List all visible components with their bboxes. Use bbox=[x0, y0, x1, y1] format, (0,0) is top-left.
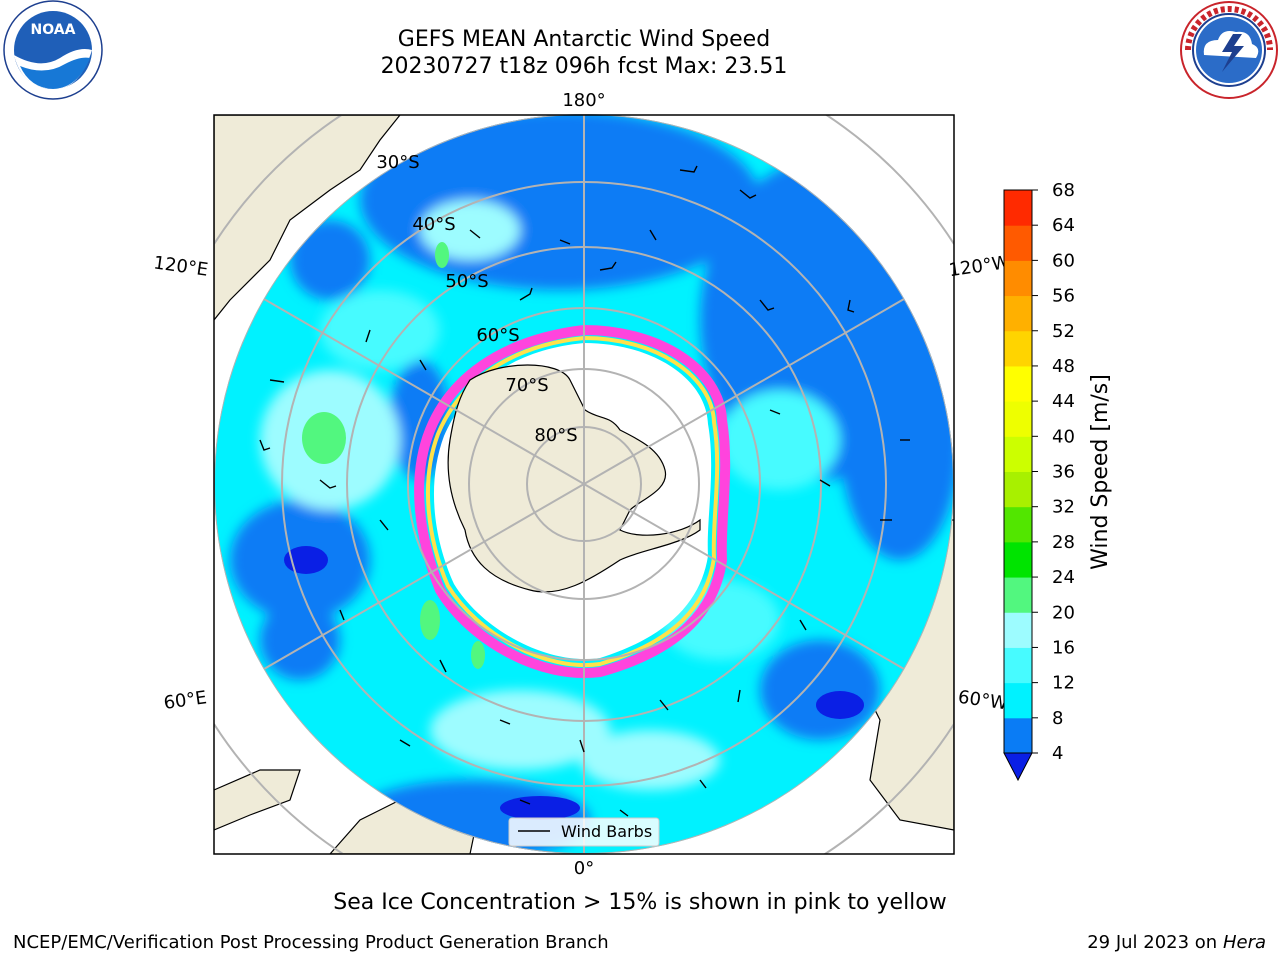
lat-label-70s: 70°S bbox=[505, 375, 548, 396]
colorbar-tick-label: 44 bbox=[1052, 391, 1075, 412]
colorbar-tick-label: 60 bbox=[1052, 250, 1075, 271]
lon-label-0: 0° bbox=[574, 858, 594, 879]
colorbar-segment bbox=[1004, 647, 1032, 684]
colorbar-segment bbox=[1004, 612, 1032, 648]
wind-barbs bbox=[259, 165, 910, 817]
colorbar-segment bbox=[1004, 682, 1032, 719]
forecast-subtitle: 20230727 t18z 096h fcst Max: 23.51 bbox=[380, 54, 788, 79]
colorbar-tick-label: 52 bbox=[1052, 321, 1075, 342]
lon-label-60e: 60°E bbox=[162, 687, 208, 714]
nws-logo bbox=[1180, 1, 1278, 99]
colorbar-segment bbox=[1004, 225, 1032, 261]
colorbar-tick-label: 16 bbox=[1052, 637, 1075, 658]
lon-label-120e: 120°E bbox=[152, 252, 209, 280]
colorbar-tick-label: 12 bbox=[1052, 673, 1075, 694]
lat-label-80s: 80°S bbox=[534, 425, 577, 446]
map-legend: Wind Barbs bbox=[508, 817, 660, 847]
australia-land bbox=[214, 115, 401, 321]
footer-date: 29 Jul 2023 on Hera bbox=[1087, 932, 1266, 953]
colorbar-segment bbox=[1004, 541, 1032, 578]
colorbar-segment bbox=[1004, 577, 1032, 613]
legend-wind-barbs-label: Wind Barbs bbox=[561, 822, 652, 841]
colorbar-tick-label: 36 bbox=[1052, 462, 1075, 483]
colorbar-tick-label: 28 bbox=[1052, 532, 1075, 553]
colorbar-tick-label: 48 bbox=[1052, 356, 1075, 377]
colorbar-segment bbox=[1004, 190, 1032, 226]
lon-label-120w: 120°W bbox=[947, 252, 1011, 281]
colorbar-label: Wind Speed [m/s] bbox=[1088, 374, 1113, 570]
lat-label-30s: 30°S bbox=[376, 152, 419, 173]
lat-label-60s: 60°S bbox=[476, 325, 519, 346]
colorbar-tick-label: 8 bbox=[1052, 708, 1063, 729]
colorbar-tick-label: 68 bbox=[1052, 180, 1075, 201]
colorbar-segment bbox=[1004, 401, 1032, 437]
colorbar-segment bbox=[1004, 330, 1032, 367]
colorbar-tick-label: 4 bbox=[1052, 743, 1063, 764]
sea-ice-ring bbox=[414, 324, 731, 678]
colorbar-tick-label: 32 bbox=[1052, 497, 1075, 518]
colorbar-segment bbox=[1004, 365, 1032, 402]
colorbar-segment bbox=[1004, 260, 1032, 297]
lat-label-50s: 50°S bbox=[445, 271, 488, 292]
colorbar-segment bbox=[1004, 717, 1032, 754]
sea-ice-caption: Sea Ice Concentration > 15% is shown in … bbox=[333, 890, 947, 915]
map-frame bbox=[213, 114, 955, 855]
colorbar-tick-label: 20 bbox=[1052, 602, 1075, 623]
colorbar-tick-label: 40 bbox=[1052, 426, 1075, 447]
noaa-wordmark: NOAA bbox=[31, 22, 76, 38]
footer-host: Hera bbox=[1222, 932, 1266, 953]
colorbar-tick-label: 24 bbox=[1052, 567, 1075, 588]
colorbar-segment bbox=[1004, 506, 1032, 543]
footer-date-text: 29 Jul 2023 on bbox=[1087, 932, 1223, 953]
colorbar-tick-label: 64 bbox=[1052, 215, 1075, 236]
colorbar-tick-label: 56 bbox=[1052, 286, 1075, 307]
africa-land bbox=[214, 769, 301, 831]
footer-credit: NCEP/EMC/Verification Post Processing Pr… bbox=[13, 932, 609, 953]
map-title: GEFS MEAN Antarctic Wind Speed bbox=[397, 27, 771, 52]
lat-label-40s: 40°S bbox=[412, 214, 455, 235]
colorbar-segment bbox=[1004, 295, 1032, 332]
colorbar-segment bbox=[1004, 436, 1032, 472]
colorbar-extend-arrow bbox=[1003, 752, 1033, 782]
lon-label-60w: 60°W bbox=[957, 687, 1009, 715]
lon-label-180: 180° bbox=[562, 90, 605, 111]
colorbar-segment bbox=[1004, 471, 1032, 508]
graticule bbox=[214, 114, 954, 854]
noaa-logo: NOAA bbox=[3, 0, 103, 100]
